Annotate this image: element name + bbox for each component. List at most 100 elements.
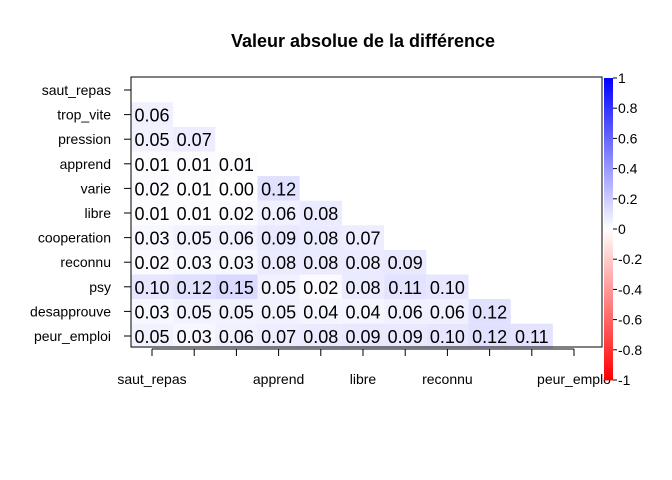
- heatmap-cell: [299, 323, 342, 349]
- colorbar-segment: [604, 247, 613, 251]
- colorbar-segment: [604, 102, 613, 106]
- colorbar-segment: [604, 183, 613, 188]
- cell-value-label: 0.01: [177, 179, 212, 199]
- heatmap-cell: [257, 200, 300, 226]
- cell-value-label: 0.01: [177, 155, 212, 175]
- colorbar-segment: [604, 120, 613, 124]
- colorbar-segment: [604, 274, 613, 278]
- colorbar-segment: [604, 241, 613, 245]
- y-tick-label: reconnu: [60, 254, 111, 270]
- heatmap-cell: [173, 151, 216, 177]
- colorbar-segment: [604, 138, 613, 142]
- colorbar-segment: [604, 229, 613, 233]
- cell-value-label: 0.06: [134, 106, 169, 126]
- colorbar-segment: [604, 198, 613, 203]
- colorbar-tick-label: 0.6: [618, 130, 638, 146]
- colorbar-segment: [604, 331, 613, 336]
- colorbar-segment: [604, 171, 613, 176]
- heatmap-cell: [130, 274, 174, 300]
- y-tick-label: varie: [81, 180, 112, 196]
- cell-value-label: 0.04: [303, 302, 338, 322]
- colorbar-segment: [604, 108, 613, 112]
- colorbar-segment: [604, 105, 613, 109]
- cell-value-label: 0.05: [261, 278, 296, 298]
- colorbar-segment: [604, 147, 613, 151]
- colorbar-segment: [604, 195, 613, 200]
- cell-value-label: 0.10: [134, 278, 169, 298]
- cell-value-label: 0.08: [261, 253, 296, 273]
- colorbar-segment: [604, 289, 613, 293]
- heatmap-cell: [341, 225, 385, 250]
- colorbar-segment: [604, 210, 613, 215]
- heatmap-cell: [215, 200, 258, 226]
- colorbar-tick-label: -0.8: [618, 342, 642, 358]
- colorbar-segment: [604, 129, 613, 133]
- colorbar-segment: [604, 283, 613, 287]
- y-axis: saut_repas trop_vite pression apprend varie l…: [30, 82, 131, 344]
- heatmap-cell: [299, 299, 342, 324]
- colorbar-tick-label: -1: [618, 372, 631, 388]
- cell-value-label: 0.07: [177, 130, 212, 150]
- colorbar-segment: [604, 313, 613, 317]
- cell-value-label: 0.03: [219, 253, 254, 273]
- heatmap-cell: [341, 299, 385, 324]
- colorbar-segment: [604, 262, 613, 266]
- heatmap-cell: [468, 299, 511, 324]
- colorbar-segment: [604, 144, 613, 148]
- heatmap-cell: [426, 299, 469, 324]
- heatmap-cell: [130, 299, 174, 324]
- colorbar-segment: [604, 216, 613, 221]
- cell-value-label: 0.08: [303, 253, 338, 273]
- y-tick-label: psy: [89, 279, 111, 295]
- cell-value-label: 0.05: [134, 327, 169, 347]
- x-tick-label: saut_repas: [117, 371, 186, 387]
- cell-value-label: 0.12: [261, 179, 296, 199]
- cell-value-label: 0.06: [388, 302, 423, 322]
- x-tick-label: apprend: [253, 371, 304, 387]
- colorbar-segment: [604, 319, 613, 324]
- cell-value-labels: 0.06 0.05 0.07 0.01 0.01 0.01 0.02 0.01 0.00 0.12…: [134, 106, 548, 347]
- heatmap-cell: [299, 249, 342, 275]
- cell-value-label: 0.02: [134, 179, 169, 199]
- cell-value-label: 0.09: [261, 229, 296, 249]
- plot-frame: [130, 76, 603, 348]
- colorbar-segment: [604, 168, 613, 173]
- colorbar-segment: [604, 87, 613, 91]
- colorbar-segment: [604, 292, 613, 296]
- cell-value-label: 0.05: [177, 229, 212, 249]
- heatmap-cell: [130, 126, 174, 152]
- cell-value-label: 0.07: [345, 229, 380, 249]
- cell-value-label: 0.01: [219, 155, 254, 175]
- colorbar-segment: [604, 310, 613, 314]
- cell-value-label: 0.05: [261, 302, 296, 322]
- colorbar-segment: [604, 286, 613, 290]
- colorbar-segment: [604, 180, 613, 185]
- colorbar-segment: [604, 265, 613, 269]
- colorbar-segment: [604, 346, 613, 351]
- chart-title: Valeur absolue de la différence: [231, 31, 495, 51]
- y-tick-label: cooperation: [38, 230, 111, 246]
- colorbar-tick-label: 1: [618, 70, 626, 86]
- heatmap-cell: [130, 200, 174, 226]
- colorbar-segment: [604, 280, 613, 284]
- heatmap-cell: [215, 225, 258, 250]
- colorbar-segment: [604, 361, 613, 366]
- colorbar-segment: [604, 204, 613, 209]
- heatmap-cells: [130, 102, 553, 349]
- cell-value-label: 0.02: [303, 278, 338, 298]
- colorbar-segment: [604, 271, 613, 275]
- colorbar-tick-label: -0.4: [618, 281, 642, 297]
- colorbar-segment: [604, 355, 613, 360]
- cell-value-label: 0.10: [430, 278, 465, 298]
- colorbar-segment: [604, 165, 613, 169]
- colorbar-segment: [604, 117, 613, 121]
- colorbar-segment: [604, 222, 613, 227]
- cell-value-label: 0.03: [134, 302, 169, 322]
- colorbar-segment: [604, 337, 613, 342]
- colorbar-segment: [604, 84, 613, 88]
- heatmap-cell: [299, 200, 342, 226]
- colorbar-segment: [604, 123, 613, 127]
- colorbar-segment: [604, 225, 613, 230]
- colorbar-segment: [604, 367, 613, 372]
